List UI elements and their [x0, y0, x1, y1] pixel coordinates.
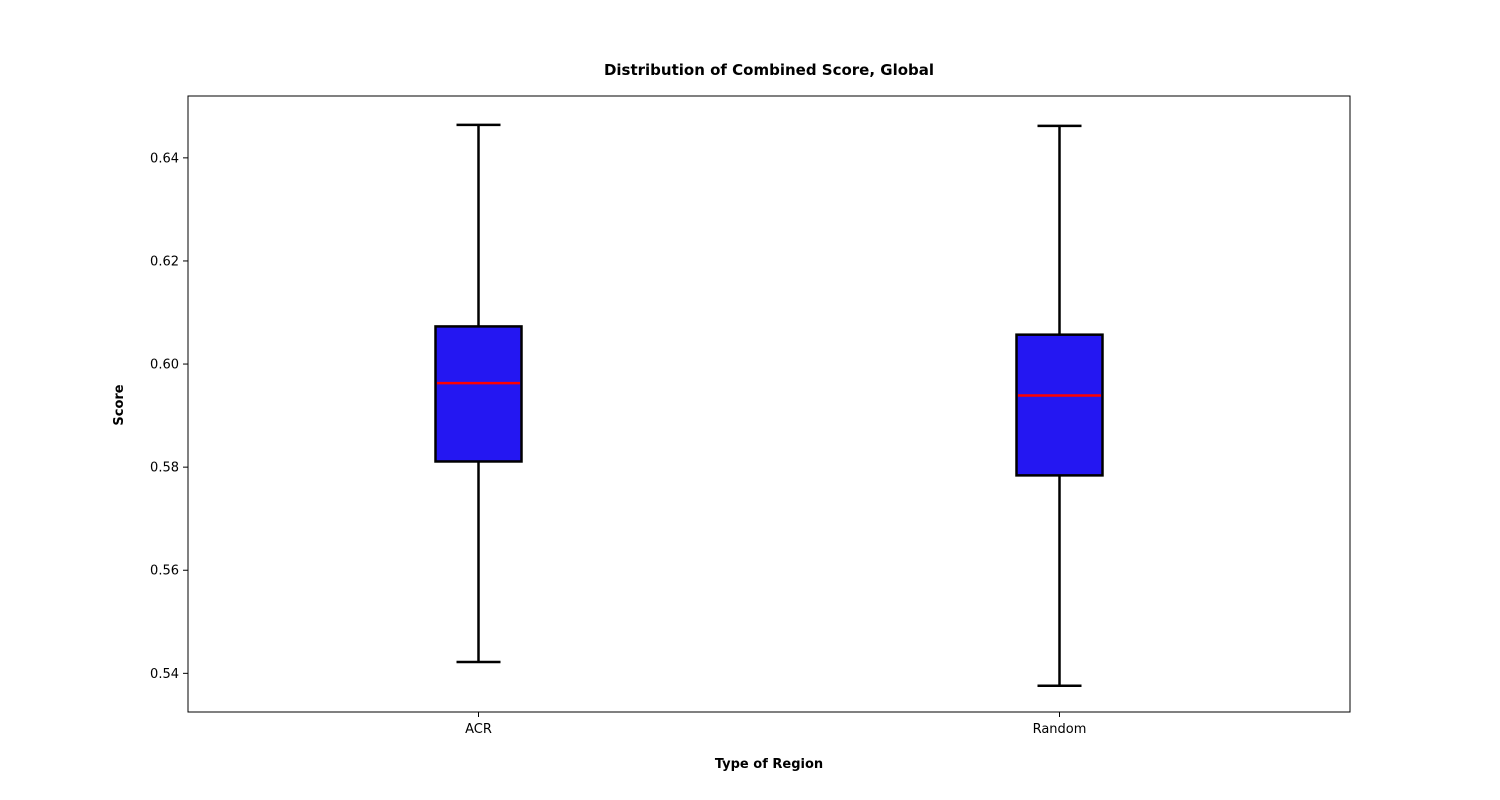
y-axis: 0.54 0.56 0.58 0.60 0.62 0.64 [150, 151, 188, 682]
chart-title: Distribution of Combined Score, Global [604, 61, 934, 79]
y-tick-label: 0.54 [150, 667, 179, 682]
y-tick-label: 0.60 [150, 358, 179, 373]
plot-area-frame [187, 95, 1351, 713]
y-tick-label: 0.56 [150, 564, 179, 579]
y-tick-label: 0.64 [150, 151, 179, 166]
box-series [434, 123, 1104, 687]
box-random [1015, 124, 1104, 687]
y-axis-label: Score [112, 384, 127, 425]
x-axis-label: Type of Region [715, 757, 823, 772]
y-tick-label: 0.62 [150, 254, 179, 269]
x-tick-label: Random [1033, 722, 1087, 737]
x-axis: ACR Random [465, 712, 1086, 737]
y-tick-label: 0.58 [150, 461, 179, 476]
iqr-box [1015, 333, 1104, 477]
x-tick-label: ACR [465, 722, 492, 737]
box-acr [434, 123, 523, 664]
iqr-box [434, 325, 523, 463]
